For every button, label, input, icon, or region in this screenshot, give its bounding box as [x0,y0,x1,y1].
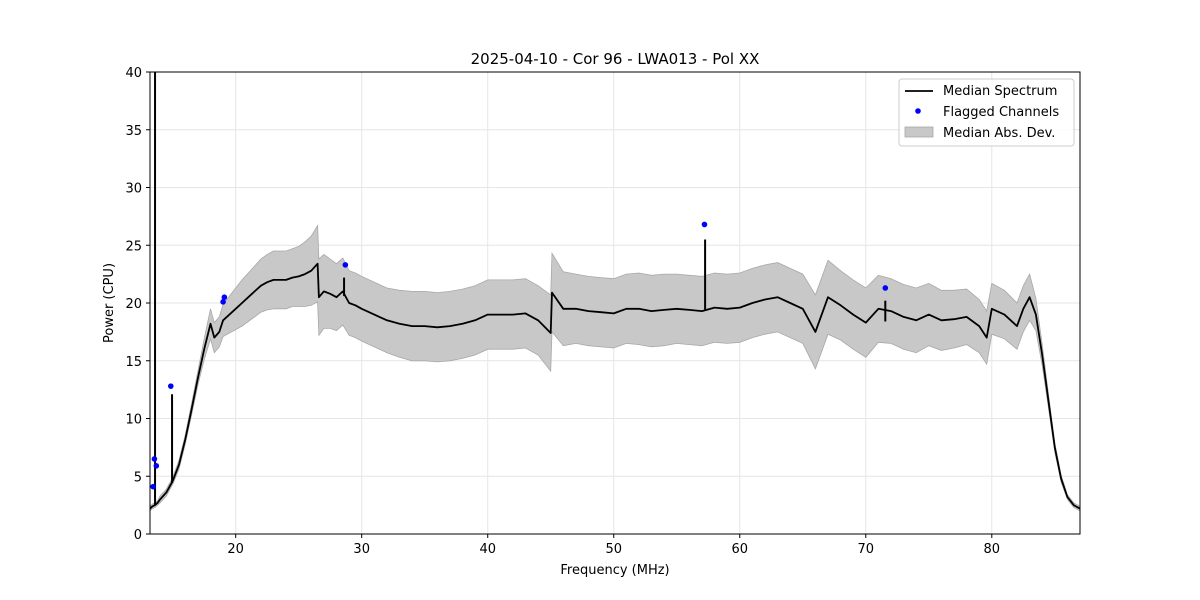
legend-mad-swatch [904,126,934,138]
legend-flagged-label: Flagged Channels [943,105,1059,120]
legend-mad-label: Median Abs. Dev. [943,126,1055,141]
x-tick-label: 60 [731,542,748,557]
flagged-channel-point [153,463,160,469]
legend-box [898,78,1075,147]
x-tick-label: 30 [353,542,370,557]
flagged-channel-point [701,221,708,228]
x-tick-label: 70 [857,542,874,557]
flagged-channel-point [151,456,158,462]
y-tick-label: 30 [125,182,142,197]
chart-title: 2025-04-10 - Cor 96 - LWA013 - Pol XX [471,50,760,68]
flagged-channel-point [342,262,349,268]
flagged-channel-point [221,294,228,301]
x-tick-label: 50 [605,542,622,557]
y-tick-label: 15 [125,355,142,370]
x-tick-label: 80 [984,542,1001,557]
x-axis-label: Frequency (MHz) [560,563,669,578]
y-tick-label: 10 [125,413,142,428]
median-abs-dev-band [150,224,1080,512]
flagged-channel-point [882,285,889,291]
y-tick-label: 5 [134,470,142,485]
median-spectrum-line [150,262,1080,510]
y-tick-label: 35 [125,124,142,139]
legend-median-label: Median Spectrum [943,84,1057,99]
y-tick-label: 40 [125,66,142,81]
legend-flagged-swatch [915,108,921,114]
flagged-channel-point [150,483,156,490]
flagged-channel-point [220,299,226,305]
x-axis-ticks: 20 30 40 50 60 70 80 [227,534,1000,557]
flagged-channel-point [167,383,174,389]
x-tick-label: 40 [479,542,496,557]
flagged-channels [150,221,889,490]
y-axis-ticks: 0 5 10 15 20 25 30 35 40 [125,66,150,543]
legend: Median Spectrum Flagged Channels Median … [898,78,1075,147]
spectrum-spikes [154,72,887,506]
x-tick-label: 20 [227,542,244,557]
y-tick-label: 0 [134,528,142,543]
y-axis-label: Power (CPU) [102,263,117,343]
y-tick-label: 20 [125,297,142,312]
y-tick-label: 25 [125,239,142,254]
